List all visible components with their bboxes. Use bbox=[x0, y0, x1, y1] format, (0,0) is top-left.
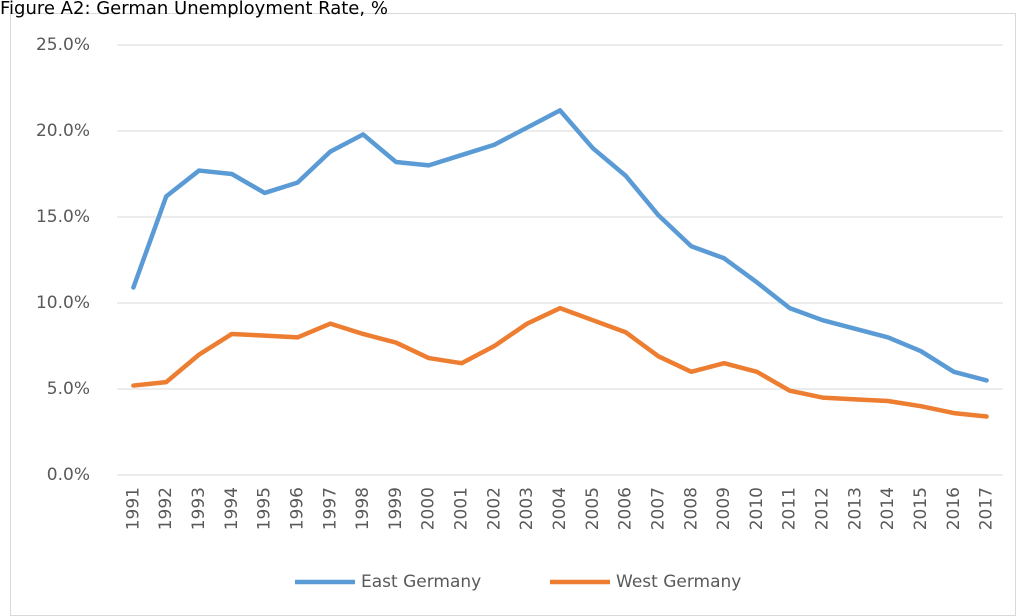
y-tick-label: 0.0% bbox=[47, 465, 90, 485]
x-tick-label: 2017 bbox=[977, 487, 997, 530]
x-tick-label: 1991 bbox=[123, 487, 143, 530]
x-tick-label: 2001 bbox=[452, 487, 472, 530]
y-tick-label: 20.0% bbox=[36, 121, 90, 141]
x-tick-label: 1992 bbox=[156, 487, 176, 530]
x-tick-label: 2012 bbox=[813, 487, 833, 530]
data-line bbox=[131, 108, 989, 383]
legend-label: East Germany bbox=[361, 572, 481, 592]
x-tick-label: 1995 bbox=[255, 487, 275, 530]
y-tick-label: 15.0% bbox=[36, 207, 90, 227]
x-tick-label: 1998 bbox=[353, 487, 373, 530]
legend-label: West Germany bbox=[616, 572, 741, 592]
x-tick-label: 1993 bbox=[189, 487, 209, 530]
x-tick-label: 2009 bbox=[714, 487, 734, 530]
x-tick-label: 1997 bbox=[320, 487, 340, 530]
x-tick-label: 2014 bbox=[878, 487, 898, 530]
x-tick-label: 2000 bbox=[419, 487, 439, 530]
x-tick-label: 2003 bbox=[517, 487, 537, 530]
x-tick-label: 2015 bbox=[911, 487, 931, 530]
x-tick-label: 2013 bbox=[845, 487, 865, 530]
x-tick-label: 1999 bbox=[386, 487, 406, 530]
chart-title: Figure A2: German Unemployment Rate, % bbox=[0, 0, 388, 19]
x-tick-label: 2010 bbox=[747, 487, 767, 530]
x-tick-label: 2006 bbox=[616, 487, 636, 530]
x-tick-label: 2008 bbox=[681, 487, 701, 530]
x-tick-label: 2004 bbox=[550, 487, 570, 530]
x-tick-label: 2007 bbox=[648, 487, 668, 530]
y-tick-label: 5.0% bbox=[47, 379, 90, 399]
y-tick-label: 10.0% bbox=[36, 293, 90, 313]
x-tick-label: 1996 bbox=[287, 487, 307, 530]
x-tick-label: 2005 bbox=[583, 487, 603, 530]
x-tick-label: 2016 bbox=[944, 487, 964, 530]
x-tick-label: 2011 bbox=[780, 487, 800, 530]
y-tick-label: 25.0% bbox=[36, 35, 90, 55]
x-tick-label: 2002 bbox=[484, 487, 504, 530]
data-line bbox=[131, 305, 989, 419]
x-tick-label: 1994 bbox=[222, 487, 242, 530]
